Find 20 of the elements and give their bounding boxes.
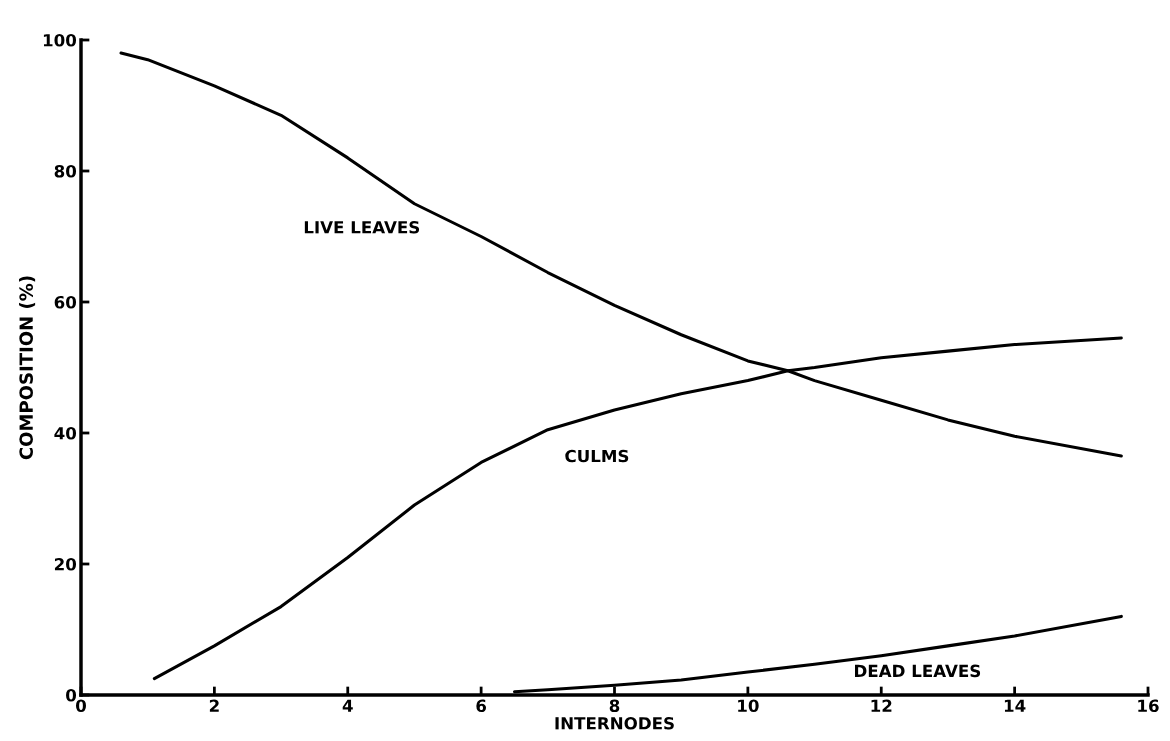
series-label: CULMS [565,449,629,463]
y-tick-label: 0 [66,688,77,702]
x-tick-label: 6 [476,699,487,713]
x-tick-label: 10 [738,699,759,713]
x-axis-title: INTERNODES [555,716,674,730]
x-tick-label: 14 [1004,699,1026,712]
x-tick-label: 4 [342,699,353,712]
x-tick-label: 16 [1138,699,1159,713]
y-tick-label: 80 [54,164,77,178]
y-tick-label: 20 [54,557,77,571]
x-tick-label: 0 [76,699,86,713]
x-tick-label: 2 [209,699,219,712]
x-tick-label: 8 [609,699,620,713]
y-axis-title: COMPOSITION (%) [19,276,36,460]
series-label: LIVE LEAVES [304,220,420,234]
series-label: DEAD LEAVES [855,664,981,678]
y-tick-label: 60 [54,295,77,309]
y-tick-label: 100 [43,33,77,47]
x-tick-label: 12 [871,699,892,712]
y-tick-label: 40 [54,426,77,440]
